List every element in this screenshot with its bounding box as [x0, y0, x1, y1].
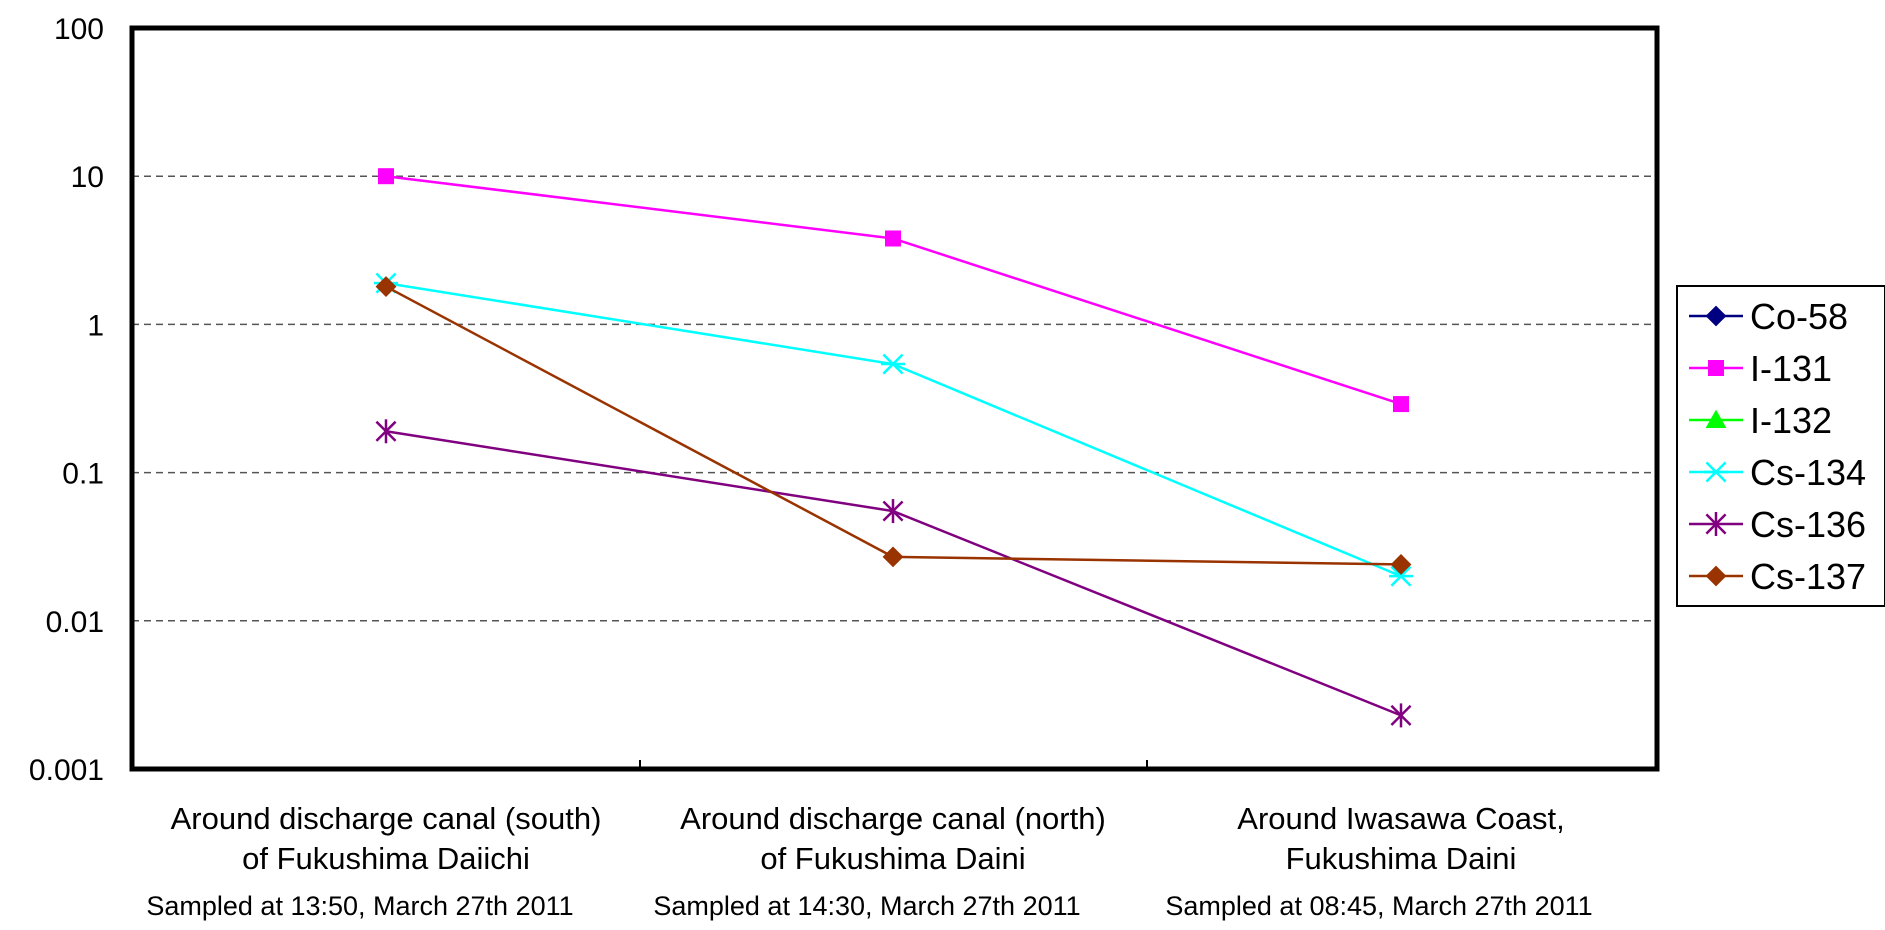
- sample-note: Sampled at 14:30, March 27th 2011: [653, 891, 1080, 921]
- legend-item-cs-134: Cs-134: [1689, 452, 1866, 493]
- x-axis-category-labels: Around discharge canal (south) of Fukushi…: [171, 801, 1565, 876]
- legend-item-co-58: Co-58: [1689, 296, 1848, 337]
- sampling-notes: Sampled at 13:50, March 27th 2011 Sampled…: [146, 891, 1592, 921]
- data-point: [1705, 512, 1727, 536]
- legend-item-cs-136: Cs-136: [1689, 504, 1866, 545]
- category-label: Around discharge canal (south): [171, 801, 602, 836]
- legend-label: I-132: [1750, 400, 1832, 441]
- series-cs-136: [375, 419, 1412, 728]
- category-label: of Fukushima Daini: [760, 841, 1025, 876]
- data-point: [1708, 360, 1724, 376]
- data-point: [1705, 305, 1727, 327]
- y-tick-label: 1: [87, 309, 104, 342]
- legend-item-i-132: I-132: [1689, 400, 1832, 441]
- legend-frame: [1676, 285, 1885, 607]
- legend-label: Cs-137: [1750, 556, 1866, 597]
- legend-item-i-131: I-131: [1689, 348, 1832, 389]
- legend-label: Co-58: [1750, 296, 1848, 337]
- legend: Co-58 I-131 I-132 Cs-134 Cs-136 Cs-137: [1676, 285, 1885, 607]
- series-i-131: [378, 168, 1409, 413]
- category-label: Fukushima Daini: [1286, 841, 1517, 876]
- legend-label: Cs-136: [1750, 504, 1866, 545]
- series-cs-137: [375, 276, 1412, 575]
- y-tick-label: 0.01: [46, 606, 104, 639]
- data-series: [374, 168, 1413, 728]
- data-point: [1705, 409, 1727, 428]
- data-point: [1704, 461, 1728, 483]
- data-point: [1390, 554, 1412, 575]
- data-point: [882, 546, 904, 568]
- data-point: [882, 499, 904, 524]
- category-label: Around Iwasawa Coast,: [1237, 801, 1564, 836]
- data-point: [1705, 565, 1727, 587]
- data-point: [1390, 703, 1412, 728]
- data-point: [881, 353, 905, 375]
- plot-area-frame: [129, 25, 1660, 772]
- y-axis-tick-labels: 100 10 1 0.1 0.01 0.001: [29, 13, 104, 787]
- y-tick-label: 100: [54, 13, 104, 46]
- data-point: [378, 168, 394, 185]
- y-tick-label: 0.001: [29, 754, 104, 787]
- category-label: of Fukushima Daiichi: [242, 841, 530, 876]
- legend-label: Cs-134: [1750, 452, 1866, 493]
- data-point: [1393, 396, 1409, 413]
- y-tick-label: 10: [71, 161, 104, 194]
- sample-note: Sampled at 08:45, March 27th 2011: [1165, 891, 1592, 921]
- sample-note: Sampled at 13:50, March 27th 2011: [146, 891, 573, 921]
- data-point: [375, 276, 397, 297]
- category-label: Around discharge canal (north): [680, 801, 1106, 836]
- data-point: [885, 230, 901, 247]
- data-point: [375, 419, 397, 444]
- legend-item-cs-137: Cs-137: [1689, 556, 1866, 597]
- y-tick-label: 0.1: [62, 458, 104, 491]
- legend-label: I-131: [1750, 348, 1832, 389]
- data-point: [1389, 565, 1413, 587]
